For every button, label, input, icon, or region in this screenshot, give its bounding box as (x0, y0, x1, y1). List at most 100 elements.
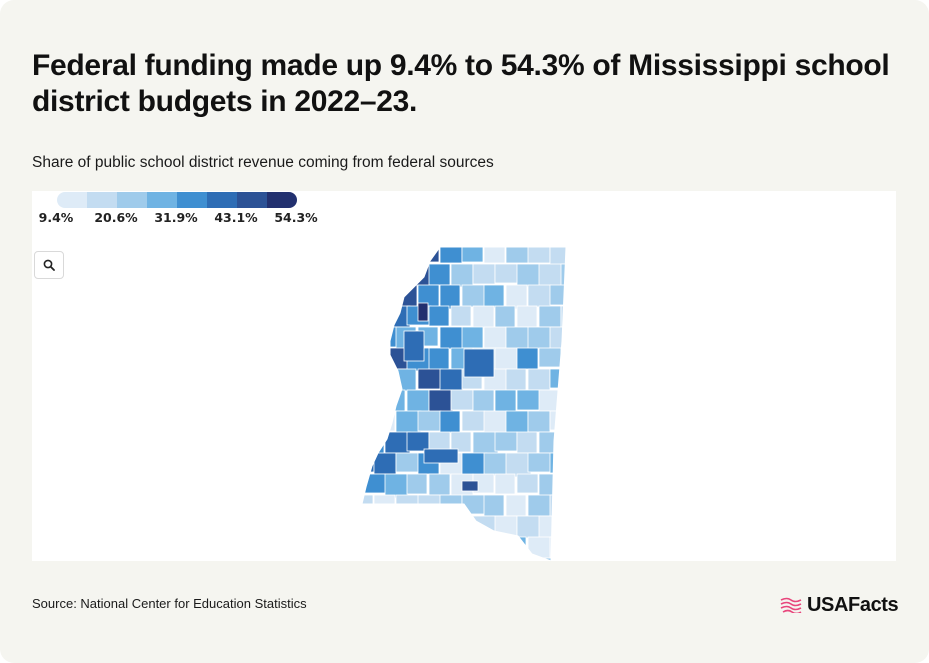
district-region-105[interactable] (461, 452, 488, 477)
district-region-118[interactable] (538, 473, 561, 498)
district-region-131[interactable] (384, 515, 410, 538)
district-region-140[interactable] (352, 536, 375, 558)
district-region-106[interactable] (483, 452, 509, 477)
district-region-96[interactable] (494, 431, 518, 452)
district-region-5[interactable] (461, 243, 484, 263)
district-region-85[interactable] (461, 410, 486, 432)
district-region-97[interactable] (516, 431, 538, 454)
district-region-15[interactable] (472, 263, 496, 285)
district-region-63[interactable] (417, 368, 443, 390)
district-region-50[interactable] (362, 347, 386, 371)
district-region-90[interactable] (362, 431, 385, 457)
district-region-86[interactable] (483, 410, 508, 434)
district-region-20[interactable] (352, 284, 374, 306)
district-region-146[interactable] (483, 536, 508, 561)
district-region-113[interactable] (428, 473, 451, 496)
district-region-41[interactable] (373, 326, 398, 348)
district-region-124[interactable] (439, 494, 463, 516)
district-region-83[interactable] (417, 410, 442, 432)
district-region-36[interactable] (494, 305, 516, 331)
zoom-button[interactable] (34, 251, 64, 279)
district-highlight-1[interactable] (423, 448, 459, 464)
district-region-88[interactable] (527, 410, 551, 433)
district-region-79[interactable] (560, 389, 581, 410)
district-region-72[interactable] (406, 389, 430, 415)
district-region-154[interactable] (450, 557, 475, 561)
district-region-58[interactable] (538, 347, 563, 368)
district-region-27[interactable] (505, 284, 528, 310)
district-region-116[interactable] (494, 473, 516, 495)
district-region-119[interactable] (560, 473, 583, 499)
district-region-73[interactable] (428, 389, 454, 414)
district-region-150[interactable] (362, 557, 385, 561)
district-region-44[interactable] (439, 326, 466, 350)
district-region-84[interactable] (439, 410, 461, 434)
district-region-64[interactable] (439, 368, 464, 391)
district-region-14[interactable] (450, 263, 474, 288)
district-region-91[interactable] (384, 431, 411, 454)
district-region-67[interactable] (505, 368, 527, 391)
district-region-30[interactable] (362, 305, 384, 331)
district-region-157[interactable] (516, 557, 543, 561)
district-region-21[interactable] (373, 284, 397, 308)
district-region-92[interactable] (406, 431, 430, 452)
district-region-101[interactable] (373, 452, 397, 475)
district-region-82[interactable] (395, 410, 422, 434)
district-region-127[interactable] (505, 494, 527, 517)
district-region-2[interactable] (395, 243, 419, 266)
district-region-9[interactable] (549, 243, 572, 267)
district-region-62[interactable] (395, 368, 417, 392)
district-region-1[interactable] (373, 243, 397, 268)
district-region-17[interactable] (516, 263, 542, 288)
district-region-132[interactable] (406, 515, 432, 536)
district-region-10[interactable] (362, 263, 384, 285)
mississippi-district-map[interactable] (32, 191, 896, 561)
district-region-11[interactable] (384, 263, 406, 289)
district-region-142[interactable] (395, 536, 418, 561)
district-highlight-4[interactable] (463, 348, 495, 378)
district-region-69[interactable] (549, 368, 575, 389)
district-region-125[interactable] (461, 494, 486, 515)
district-region-35[interactable] (472, 305, 495, 330)
district-region-95[interactable] (472, 431, 499, 456)
district-region-138[interactable] (538, 515, 561, 539)
district-region-126[interactable] (483, 494, 505, 517)
district-region-77[interactable] (516, 389, 543, 411)
district-region-47[interactable] (505, 326, 532, 350)
district-region-60[interactable] (352, 368, 374, 394)
district-region-155[interactable] (472, 557, 495, 561)
district-region-133[interactable] (428, 515, 454, 541)
district-region-98[interactable] (538, 431, 561, 454)
district-highlight-3[interactable] (403, 330, 425, 362)
district-region-13[interactable] (428, 263, 451, 286)
district-region-81[interactable] (373, 410, 396, 432)
district-region-141[interactable] (373, 536, 400, 560)
district-region-76[interactable] (494, 389, 517, 413)
district-region-152[interactable] (406, 557, 431, 561)
district-region-128[interactable] (527, 494, 554, 517)
district-region-45[interactable] (461, 326, 484, 349)
district-region-147[interactable] (505, 536, 527, 558)
district-region-137[interactable] (516, 515, 542, 539)
district-region-107[interactable] (505, 452, 532, 478)
district-region-143[interactable] (417, 536, 443, 560)
district-region-156[interactable] (494, 557, 519, 561)
district-region-117[interactable] (516, 473, 539, 494)
district-region-108[interactable] (527, 452, 552, 473)
district-region-26[interactable] (483, 284, 505, 309)
district-region-135[interactable] (472, 515, 497, 540)
district-region-94[interactable] (450, 431, 472, 453)
district-region-39[interactable] (560, 305, 585, 328)
district-region-24[interactable] (439, 284, 461, 310)
district-region-33[interactable] (428, 305, 450, 327)
district-region-28[interactable] (527, 284, 552, 308)
district-region-37[interactable] (516, 305, 538, 328)
district-region-159[interactable] (560, 557, 582, 561)
district-region-29[interactable] (549, 284, 574, 306)
district-region-46[interactable] (483, 326, 507, 349)
district-region-71[interactable] (384, 389, 406, 412)
district-region-61[interactable] (373, 368, 397, 394)
district-region-87[interactable] (505, 410, 529, 435)
district-region-129[interactable] (549, 494, 571, 520)
district-region-4[interactable] (439, 243, 463, 264)
